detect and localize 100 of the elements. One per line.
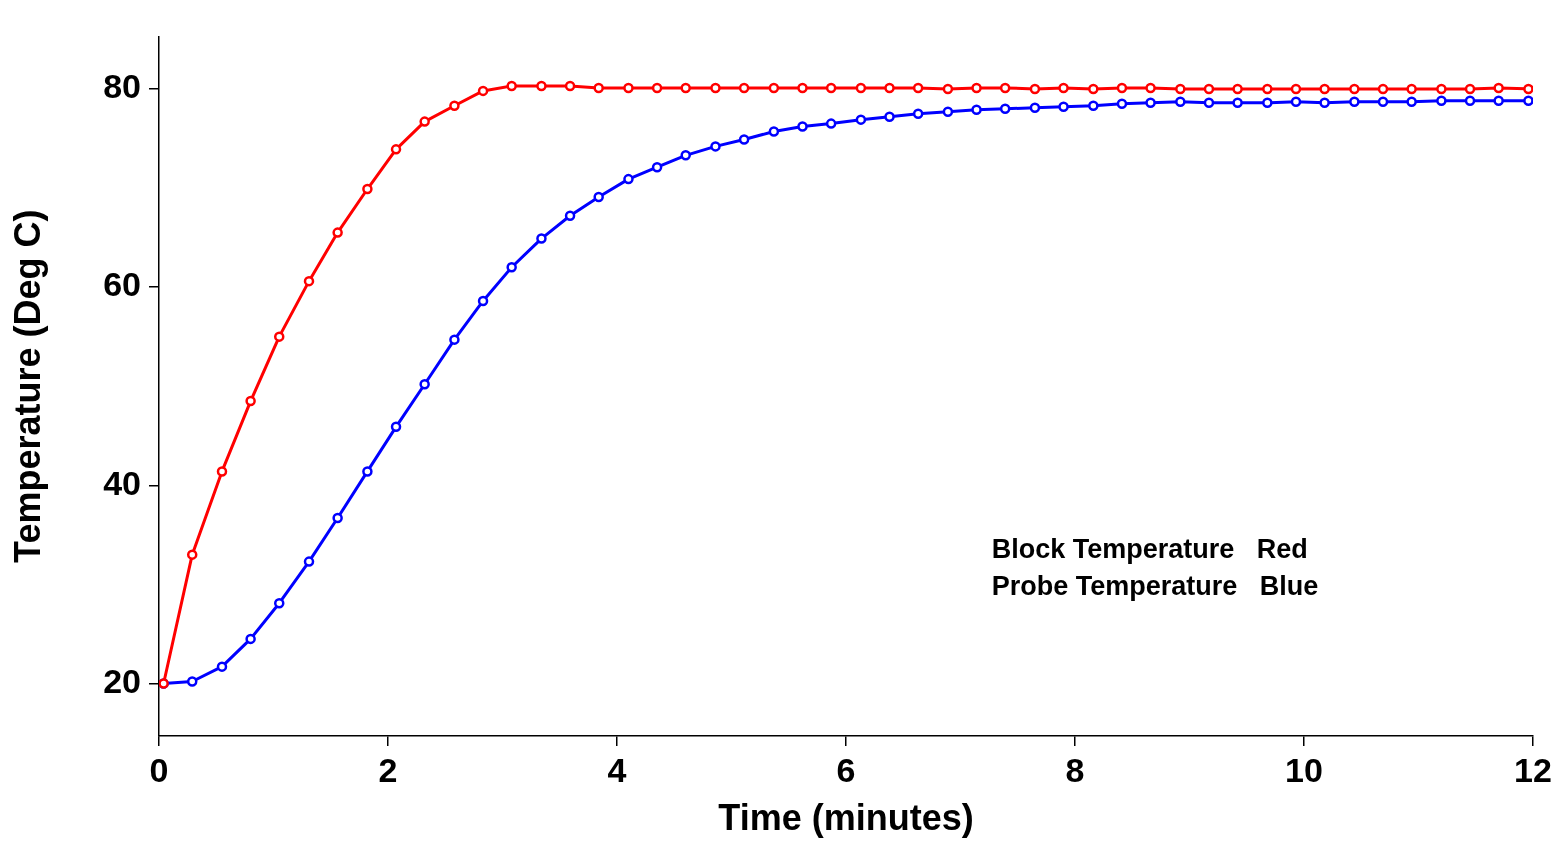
x-tick-label: 4 (607, 750, 627, 789)
point (273, 331, 285, 342)
point (477, 85, 489, 97)
point (855, 114, 867, 125)
point (1436, 83, 1447, 95)
point (999, 82, 1011, 94)
point (942, 106, 954, 117)
point (245, 633, 256, 645)
point (419, 378, 430, 390)
point (768, 82, 780, 94)
point (1290, 83, 1302, 95)
point (303, 275, 315, 287)
point (1116, 98, 1128, 110)
point (971, 82, 982, 94)
point (390, 421, 402, 433)
point (506, 80, 517, 92)
point (1377, 96, 1389, 108)
point (303, 556, 315, 567)
point (245, 395, 256, 407)
y-tick-label: 40 (103, 463, 142, 502)
point (1058, 82, 1069, 94)
point (419, 116, 430, 127)
point (1523, 95, 1533, 107)
point (710, 82, 721, 94)
point (362, 466, 373, 477)
point (710, 141, 721, 152)
point (1406, 96, 1417, 108)
point (1262, 97, 1273, 109)
y-tick-label: 60 (103, 265, 142, 304)
point (1203, 97, 1215, 109)
annotation: Probe Temperature Blue (991, 571, 1319, 602)
point (1232, 97, 1243, 109)
point (738, 82, 750, 94)
y-tick-label: 20 (103, 661, 142, 700)
point (1406, 83, 1417, 95)
point (912, 108, 924, 119)
point (536, 233, 547, 244)
point (186, 676, 198, 687)
point (797, 82, 808, 94)
point (1203, 83, 1215, 95)
point (186, 549, 198, 560)
point (651, 82, 663, 94)
point (1523, 83, 1533, 95)
point (1436, 95, 1447, 107)
point (1349, 96, 1360, 108)
y-axis-title: Temperature (Deg C) (6, 209, 48, 563)
x-tick-label: 2 (378, 750, 398, 789)
x-tick-label: 8 (1065, 750, 1085, 789)
point (971, 104, 982, 115)
point (651, 161, 663, 173)
point (1175, 83, 1186, 95)
point (884, 82, 895, 94)
point (884, 111, 895, 122)
point (362, 183, 373, 195)
x-tick-label: 0 (149, 750, 169, 789)
point (1232, 83, 1243, 95)
point (825, 118, 837, 129)
point (855, 82, 867, 94)
point (623, 173, 634, 185)
point (1116, 82, 1128, 94)
y-tick-label: 80 (103, 67, 142, 106)
point (1029, 83, 1041, 95)
point (593, 191, 604, 203)
x-axis-title: Time (minutes) (718, 797, 974, 839)
point (216, 466, 228, 477)
x-tick-label: 6 (836, 750, 856, 789)
point (999, 103, 1011, 114)
point (1175, 96, 1186, 108)
point (449, 334, 460, 345)
point (477, 295, 489, 307)
point (390, 144, 402, 155)
point (536, 80, 547, 92)
point (1058, 101, 1069, 113)
point (1493, 95, 1504, 107)
point (332, 227, 343, 238)
point (1493, 82, 1504, 94)
point (564, 80, 576, 92)
point (1145, 97, 1156, 109)
point (912, 82, 924, 94)
point (1262, 83, 1273, 95)
point (942, 83, 954, 95)
point (1464, 95, 1476, 107)
point (216, 661, 228, 672)
point (1088, 83, 1099, 95)
x-tick-label: 10 (1285, 750, 1323, 789)
point (1464, 83, 1476, 95)
annotation: Block Temperature Red (991, 534, 1308, 565)
point (768, 126, 780, 137)
point (1145, 82, 1156, 94)
point (593, 82, 604, 94)
point (738, 134, 750, 145)
point (273, 597, 285, 609)
point (564, 210, 576, 222)
point (332, 512, 343, 524)
point (1029, 102, 1041, 113)
point (1319, 97, 1330, 109)
point (680, 150, 691, 161)
point (1377, 83, 1389, 95)
point (506, 262, 517, 273)
point (1290, 96, 1302, 108)
